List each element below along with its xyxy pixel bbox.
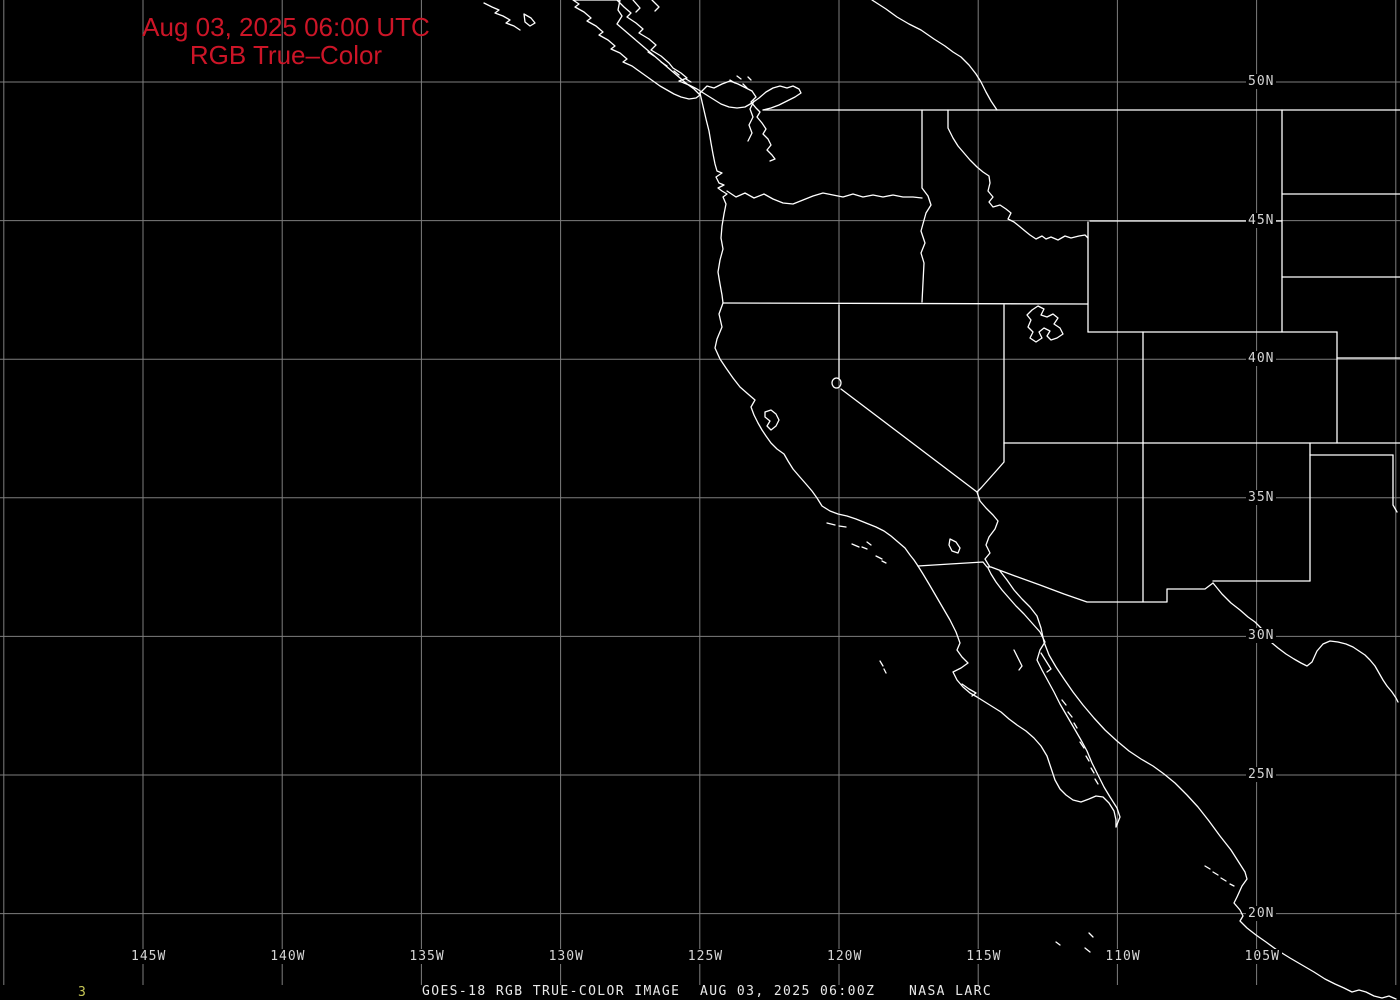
san-francisco-bay <box>765 410 779 430</box>
corner-mark: 3 <box>78 985 86 1000</box>
mexico-mainland-coast <box>1000 571 1396 999</box>
olympic-peninsula-north-shore <box>700 81 752 93</box>
salton-sea <box>949 539 960 553</box>
lon-tick-label: 110W <box>1103 949 1143 964</box>
map-outlines <box>484 0 1400 999</box>
channel-islands <box>827 523 886 563</box>
strait-of-georgia-islands <box>648 52 691 82</box>
lon-tick-label: 120W <box>825 949 865 964</box>
lat-tick-label: 30N <box>1246 628 1277 644</box>
lat-tick-label: 20N <box>1246 905 1277 921</box>
title-overlay: Aug 03, 2025 06:00 UTC RGB True–Color <box>136 13 436 69</box>
lat-tick-label: 35N <box>1246 489 1277 505</box>
great-salt-lake <box>1027 306 1063 342</box>
title-product: RGB True–Color <box>189 40 383 70</box>
wa-id-or-id-border <box>921 110 931 302</box>
lat-tick-label: 45N <box>1246 212 1277 228</box>
lat-tick-label: 25N <box>1246 767 1277 782</box>
lake-tahoe <box>832 378 841 388</box>
bc-ab-border <box>872 0 997 110</box>
baja-pacific-islands <box>880 661 976 696</box>
id-mt-border <box>948 110 1088 240</box>
lon-tick-label: 130W <box>546 949 586 964</box>
wa-or-columbia-border <box>727 191 922 204</box>
gulf-of-california-islands <box>1014 650 1098 784</box>
title-datetime: Aug 03, 2025 06:00 UTC <box>142 12 430 42</box>
lon-tick-label: 145W <box>129 949 169 964</box>
lon-tick-label: 135W <box>407 949 447 964</box>
lat-tick-label: 50N <box>1246 74 1277 89</box>
pacific-coastline <box>700 93 918 566</box>
hood-canal <box>748 101 754 141</box>
footer-credit-label: NASA LARC <box>909 984 993 999</box>
us-mexico-border <box>918 562 1213 602</box>
lon-tick-label: 125W <box>685 949 726 964</box>
border-42n <box>723 303 1088 304</box>
footer-datetime-label: AUG 03, 2025 06:00Z <box>700 984 876 999</box>
baja-gulf-coast <box>988 568 1120 827</box>
lat-tick-label: 40N <box>1246 351 1277 367</box>
vancouver-island <box>573 0 700 99</box>
footer-product-label: GOES-18 RGB TRUE-COLOR IMAGE <box>422 984 681 999</box>
ca-nv-diagonal-border <box>841 389 977 492</box>
tx-border-100w <box>1393 455 1397 512</box>
rio-grande <box>1213 583 1398 702</box>
baja-west-coast <box>918 566 1116 827</box>
lon-tick-label: 115W <box>964 949 1004 964</box>
islas-marias <box>1205 866 1234 886</box>
colorado-river-border <box>977 443 1004 567</box>
bc-fjords <box>633 0 659 12</box>
lon-tick-label: 140W <box>268 949 308 964</box>
lon-tick-label: 105W <box>1242 949 1282 964</box>
pacific-islands-south <box>1056 933 1093 952</box>
san-juan-islands <box>730 76 751 88</box>
bc-mainland-coast <box>617 0 801 110</box>
alaska-panhandle-islands <box>484 3 535 30</box>
